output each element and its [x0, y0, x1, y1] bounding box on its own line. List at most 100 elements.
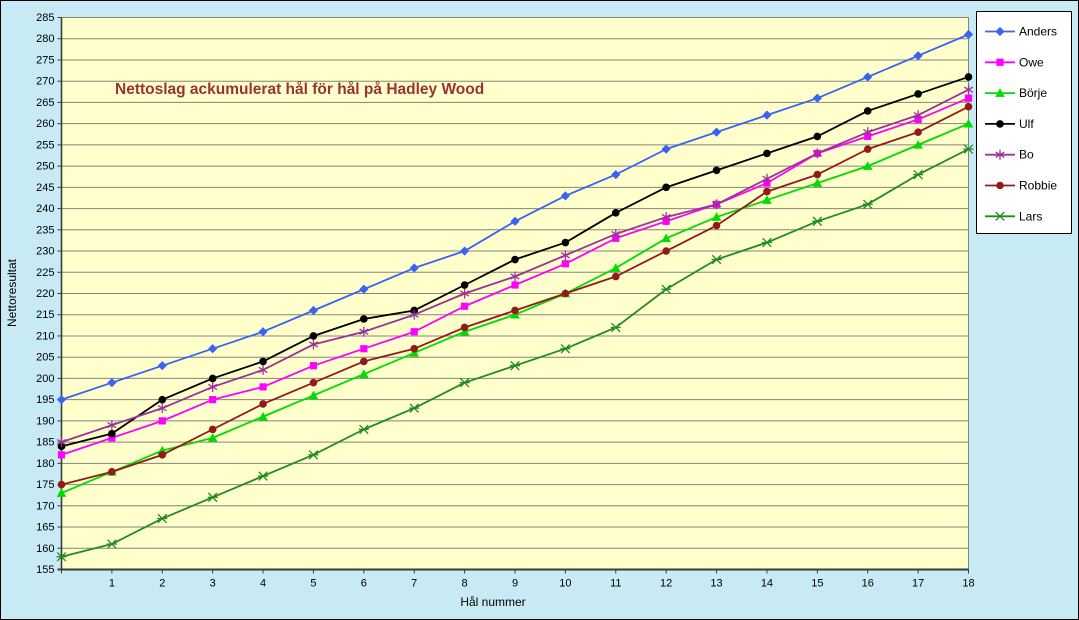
legend-item-lars[interactable]: Lars	[985, 209, 1042, 223]
legend-item-bo[interactable]: Bo	[985, 148, 1034, 162]
data-point-marker	[913, 51, 923, 61]
data-point-marker	[360, 315, 368, 323]
data-point-marker	[106, 539, 117, 549]
data-point-marker	[611, 209, 620, 217]
data-point-marker	[511, 255, 519, 264]
x-tick-label: 10	[559, 578, 571, 590]
data-point-marker	[561, 260, 569, 268]
data-point-marker	[108, 468, 116, 476]
data-point-marker	[459, 377, 470, 388]
data-point-marker	[309, 362, 318, 370]
x-tick-label: 13	[710, 578, 722, 590]
data-point-marker	[108, 434, 116, 442]
legend-label: Owe	[1019, 55, 1044, 69]
y-tick-label: 225	[36, 267, 54, 279]
data-point-marker	[995, 88, 1005, 97]
legend-item-börje[interactable]: Börje	[985, 86, 1047, 100]
data-point-marker	[259, 400, 267, 408]
data-point-marker	[259, 383, 267, 391]
x-tick-label: 18	[962, 578, 974, 590]
data-point-marker	[561, 289, 570, 298]
data-point-marker	[208, 381, 218, 392]
data-point-marker	[963, 144, 974, 154]
data-point-marker	[259, 357, 267, 366]
data-point-marker	[662, 183, 670, 192]
y-tick-label: 230	[36, 246, 54, 258]
data-point-marker	[963, 118, 974, 128]
data-point-marker	[963, 84, 974, 95]
data-point-marker	[108, 429, 116, 438]
data-point-marker	[359, 326, 369, 337]
data-point-marker	[410, 344, 419, 353]
x-tick-label: 2	[159, 578, 165, 590]
legend: Anders Owe Börje Ulf Bo Robbie Lars	[976, 11, 1072, 234]
data-point-marker	[460, 323, 469, 332]
data-point-marker	[56, 552, 67, 562]
y-tick-label: 245	[36, 182, 54, 194]
data-point-marker	[712, 166, 721, 175]
data-point-marker	[661, 212, 671, 223]
data-point-marker	[863, 107, 872, 115]
data-point-marker	[560, 191, 570, 201]
y-tick-label: 240	[36, 203, 54, 215]
data-point-marker	[358, 424, 369, 435]
y-tick-label: 215	[36, 309, 54, 321]
data-point-marker	[57, 451, 66, 459]
data-point-marker	[913, 140, 923, 149]
data-point-marker	[207, 492, 218, 503]
x-tick-label: 14	[761, 578, 773, 590]
y-axis-title: Nettoresultat	[5, 258, 19, 327]
data-point-marker	[813, 170, 822, 179]
data-point-marker	[560, 250, 571, 261]
data-point-marker	[208, 374, 217, 383]
y-tick-label: 270	[36, 76, 54, 88]
series-lars	[56, 144, 974, 562]
data-point-marker	[258, 471, 269, 481]
data-point-marker	[308, 450, 319, 460]
data-point-marker	[996, 120, 1004, 128]
data-point-marker	[158, 451, 167, 459]
legend-label: Anders	[1019, 25, 1057, 39]
chart-title: Nettoslag ackumulerat hål för hål på Had…	[115, 81, 484, 98]
series-anders	[56, 29, 974, 405]
data-point-marker	[964, 94, 973, 102]
data-point-marker	[308, 305, 319, 316]
data-point-marker	[510, 271, 520, 282]
x-tick-label: 12	[660, 578, 672, 590]
data-point-marker	[863, 145, 872, 153]
data-point-marker	[258, 364, 268, 375]
x-tick-label: 17	[912, 578, 924, 590]
legend-label: Robbie	[1019, 179, 1057, 193]
data-point-marker	[812, 216, 823, 227]
legend-item-owe[interactable]: Owe	[985, 55, 1044, 69]
x-tick-label: 11	[610, 578, 621, 590]
data-point-marker	[711, 199, 722, 210]
data-point-marker	[209, 396, 217, 404]
data-point-marker	[56, 437, 67, 448]
legend-label: Bo	[1019, 148, 1034, 162]
data-point-marker	[995, 149, 1005, 160]
data-point-marker	[661, 144, 671, 154]
plot-area[interactable]	[61, 17, 969, 570]
x-tick-label: 6	[361, 578, 367, 590]
data-point-marker	[914, 90, 922, 98]
y-tick-label: 205	[36, 352, 54, 364]
data-point-marker	[913, 169, 924, 180]
data-point-marker	[662, 247, 670, 255]
y-tick-label: 210	[36, 330, 54, 342]
data-point-marker	[409, 263, 419, 273]
data-point-marker	[56, 395, 67, 405]
data-point-marker	[158, 395, 167, 404]
legend-item-ulf[interactable]: Ulf	[985, 117, 1034, 131]
x-tick-label: 15	[811, 578, 823, 590]
legend-item-robbie[interactable]: Robbie	[985, 179, 1057, 193]
data-point-marker	[157, 361, 167, 371]
y-tick-label: 235	[36, 224, 54, 236]
data-point-marker	[56, 488, 67, 497]
data-point-marker	[964, 73, 973, 81]
y-tick-label: 265	[36, 97, 54, 109]
legend-item-anders[interactable]: Anders	[985, 25, 1057, 39]
data-point-marker	[610, 322, 621, 333]
data-point-marker	[964, 102, 973, 111]
